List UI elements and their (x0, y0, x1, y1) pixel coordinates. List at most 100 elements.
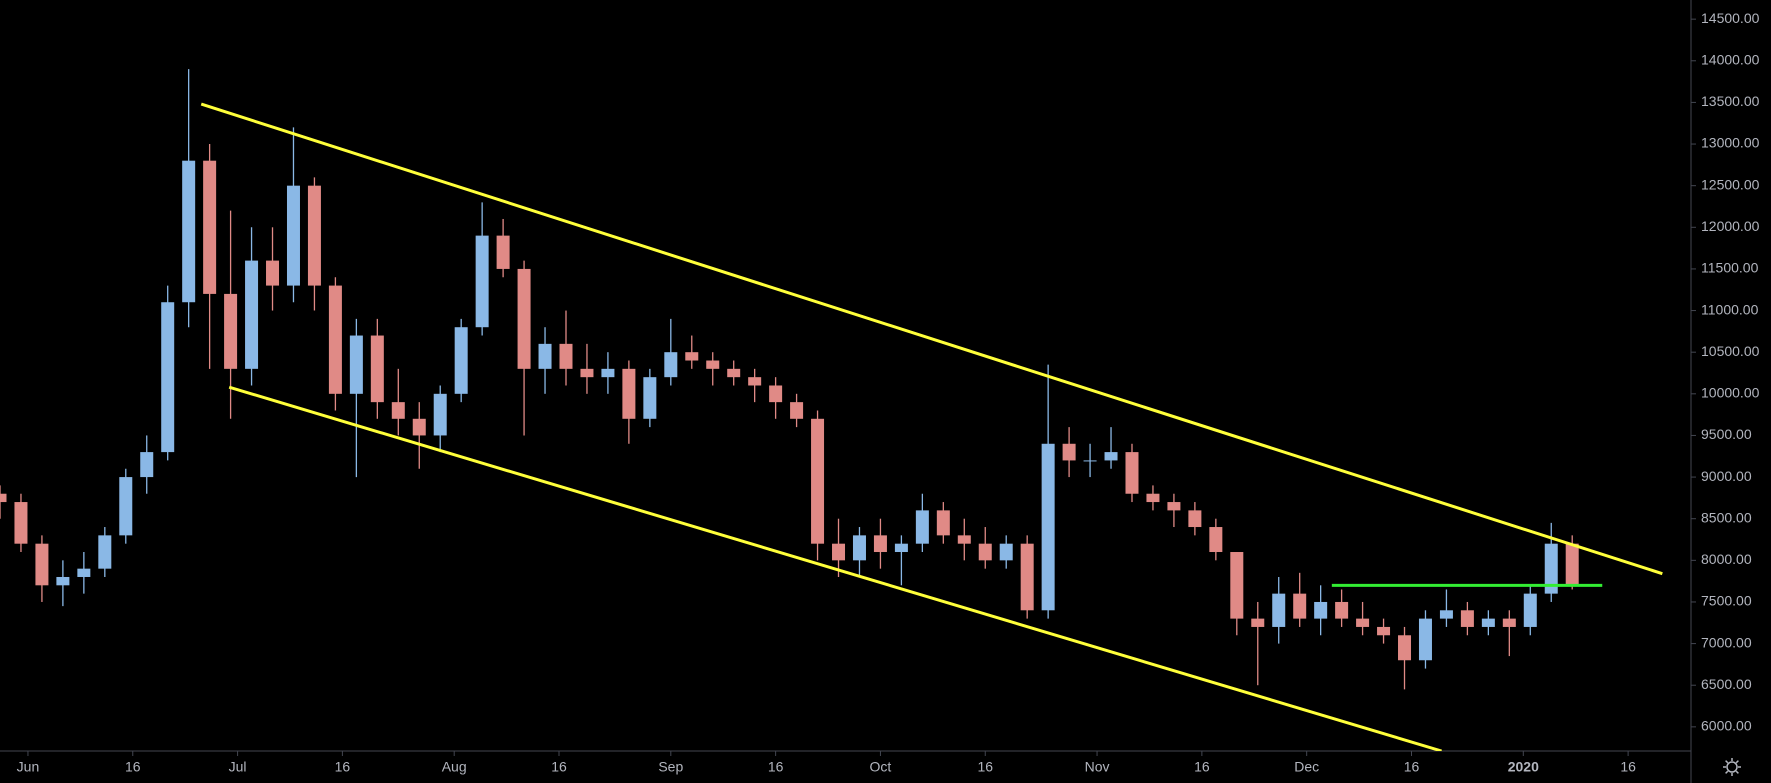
y-tick-label: 10000.00 (1701, 385, 1760, 401)
candle-body (1020, 543, 1034, 611)
x-tick-label: Jul (229, 759, 247, 775)
candle-body (1188, 510, 1202, 528)
x-tick-label: Jun (17, 759, 40, 775)
candle-body (685, 352, 699, 361)
candle-body (706, 360, 720, 369)
candle-body (1544, 543, 1558, 594)
candle-body (370, 335, 384, 403)
candle-body (119, 477, 133, 536)
trend-line (228, 385, 1442, 751)
y-tick-label: 9500.00 (1701, 426, 1752, 442)
y-tick-label: 13000.00 (1701, 135, 1760, 151)
candle-body (1230, 552, 1244, 619)
candle-body (1523, 593, 1537, 627)
candle-body (664, 352, 678, 378)
candle-body (286, 185, 300, 286)
candle-body (1083, 460, 1097, 462)
candle-body (433, 393, 447, 436)
candle-body (203, 160, 217, 294)
candle-body (559, 343, 573, 369)
y-tick-label: 10500.00 (1701, 343, 1760, 359)
candle-body (1104, 452, 1118, 461)
candle-body (957, 535, 971, 544)
x-tick-label: 2020 (1508, 759, 1539, 775)
candle-body (643, 377, 657, 419)
candle-body (978, 543, 992, 561)
y-tick-label: 8000.00 (1701, 551, 1752, 567)
candle-body (98, 535, 112, 569)
candle-body (769, 385, 783, 403)
y-tick-label: 6000.00 (1701, 718, 1752, 734)
candle-body (999, 543, 1013, 561)
candle-body (1125, 452, 1139, 494)
x-tick-label: 16 (335, 759, 351, 775)
candle-body (1209, 527, 1223, 553)
candle-body (915, 510, 929, 544)
candle-body (35, 543, 49, 586)
candle-body (790, 402, 804, 419)
candle-body (873, 535, 887, 553)
candle-body (1439, 610, 1453, 619)
candle-body (1293, 593, 1307, 619)
candle-body (601, 368, 615, 378)
x-tick-label: 16 (1194, 759, 1210, 775)
settings-icon[interactable] (1723, 758, 1741, 776)
candle-body (538, 343, 552, 369)
candle-body (517, 268, 531, 369)
candle-body (1502, 618, 1516, 627)
y-tick-label: 11000.00 (1701, 301, 1759, 317)
settings-gear-teeth[interactable] (1723, 758, 1741, 776)
candle-body (475, 235, 489, 328)
candle-body (580, 368, 594, 378)
candle-body (1272, 593, 1286, 627)
candle-body (832, 543, 846, 561)
trend-line (200, 102, 1663, 576)
x-tick-label: 16 (977, 759, 993, 775)
candle-body (328, 285, 342, 394)
candle-body (391, 402, 405, 419)
candle-body (307, 185, 321, 286)
candle-body (1418, 618, 1432, 661)
candle-body (1041, 443, 1055, 611)
x-tick-label: Sep (658, 759, 683, 775)
y-tick-label: 9000.00 (1701, 468, 1752, 484)
y-tick-label: 13500.00 (1701, 93, 1760, 109)
candle-body (1146, 493, 1160, 503)
candle-body (1167, 502, 1181, 511)
candle-body (349, 335, 363, 394)
candle-body (0, 493, 7, 503)
y-tick-label: 11500.00 (1701, 260, 1759, 276)
y-tick-label: 7500.00 (1701, 593, 1752, 609)
candle-body (1565, 543, 1579, 586)
x-tick-label: 16 (551, 759, 567, 775)
candle-body (1460, 610, 1474, 627)
y-tick-label: 12500.00 (1701, 176, 1760, 192)
candle-body (412, 418, 426, 436)
candle-body (1335, 601, 1349, 619)
candle-body (245, 260, 259, 369)
x-tick-label: 16 (1404, 759, 1420, 775)
y-tick-label: 12000.00 (1701, 218, 1760, 234)
candle-body (936, 510, 950, 536)
candle-body (1251, 618, 1265, 627)
candle-body (182, 160, 196, 303)
x-tick-label: Nov (1085, 759, 1110, 775)
y-tick-label: 7000.00 (1701, 634, 1752, 650)
candle-body (1481, 618, 1495, 627)
x-tick-label: 16 (768, 759, 784, 775)
candle-body (1377, 626, 1391, 636)
settings-gear[interactable] (1726, 761, 1738, 773)
candle-body (496, 235, 510, 269)
candle-body (77, 568, 91, 577)
candle-body (1398, 635, 1412, 661)
candle-body (140, 452, 154, 478)
candle-body (1356, 618, 1370, 627)
candle-body (56, 576, 70, 586)
candle-body (161, 302, 175, 453)
candle-body (894, 543, 908, 553)
candle-body (748, 377, 762, 386)
candle-body (14, 502, 28, 544)
candle-body (224, 293, 238, 369)
